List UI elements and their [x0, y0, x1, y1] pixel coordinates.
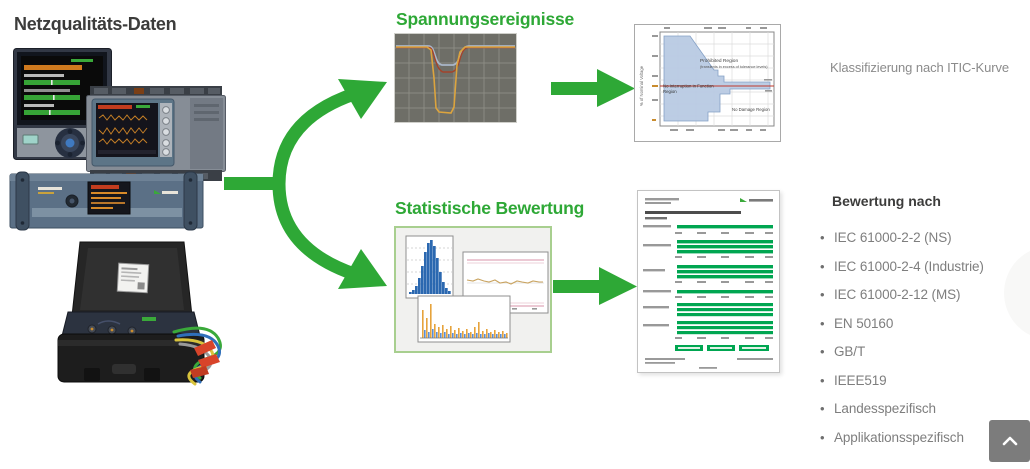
itic-no-interruption-label2: Region [663, 89, 677, 94]
standards-list: IEC 61000-2-2 (NS) IEC 61000-2-4 (Indust… [820, 231, 1020, 459]
statistics-thumbnails-image [394, 226, 552, 353]
itic-ylabel: % of Nominal Voltage [639, 65, 644, 106]
standard-item: EN 50160 [820, 316, 1020, 330]
standard-item: IEC 61000-2-2 (NS) [820, 231, 1020, 245]
itic-no-damage-label: No Damage Region [732, 107, 770, 112]
standard-item: Landesspezifisch [820, 402, 1020, 416]
terminal-row-top [90, 86, 222, 96]
voltage-dip-chart-image [394, 33, 517, 123]
din-rail-analyzer-image [86, 86, 226, 181]
standard-item: IEC 61000-2-12 (MS) [820, 288, 1020, 302]
standard-item: IEEE519 [820, 373, 1020, 387]
statistics-heading: Statistische Bewertung [395, 198, 585, 218]
harmonics-chart-thumbnail [417, 295, 511, 343]
branch-arrow-icon [224, 79, 387, 289]
source-heading: Netzqualitäts-Daten [14, 14, 177, 34]
report-document-image [637, 190, 780, 373]
itic-no-interruption-label: No Interruption in Function [663, 84, 714, 89]
voltage-events-heading: Spannungsereignisse [396, 9, 575, 29]
histogram-thumbnail [405, 235, 454, 299]
itic-prohibited-label: Prohibited Region [700, 58, 738, 64]
standard-item: Applikationsspezifisch [820, 430, 1020, 444]
itic-curve-chart-image: Prohibited Region (transients in excess … [634, 24, 781, 142]
arrow-right-icon [551, 69, 635, 107]
portable-case-analyzer-image [57, 241, 222, 386]
chevron-up-icon [1002, 436, 1017, 446]
standard-item: GB/T [820, 345, 1020, 359]
rack-analyzer-image [9, 171, 204, 231]
itic-caption: Klassifizierung nach ITIC-Kurve [830, 60, 1009, 75]
standard-item: IEC 61000-2-4 (Industrie) [820, 259, 1020, 273]
itic-prohibited-sublabel: (transients in excess of tolerance level… [700, 65, 768, 69]
arrow-right-icon [553, 267, 637, 305]
scroll-to-top-button[interactable] [989, 420, 1030, 462]
standards-heading: Bewertung nach [832, 193, 941, 209]
